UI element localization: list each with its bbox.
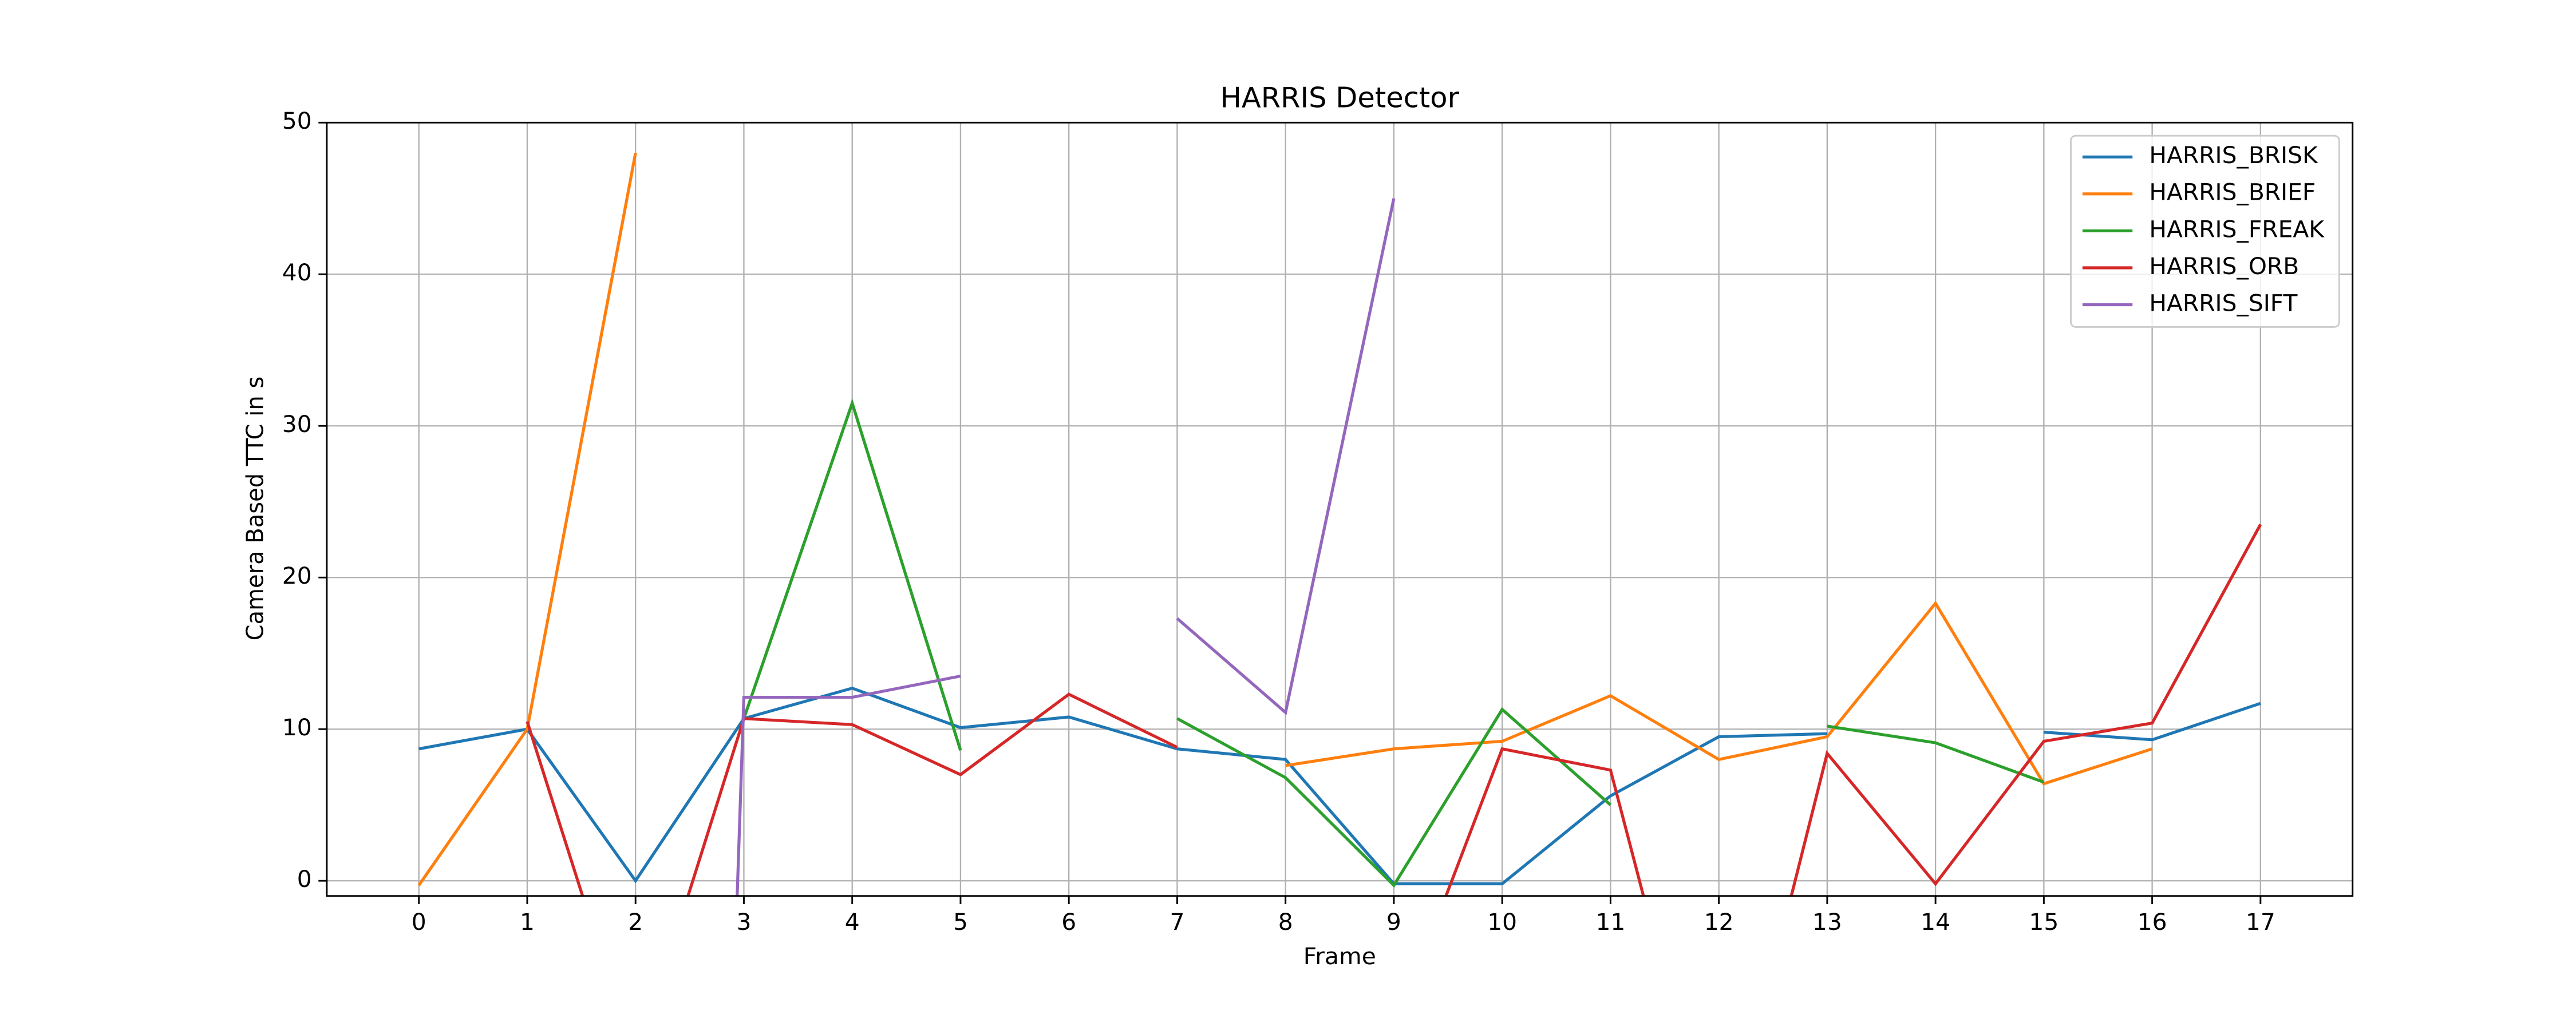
y-tick-label: 50 — [282, 108, 312, 135]
x-tick-label: 14 — [1921, 909, 1950, 936]
series-line — [417, 152, 637, 886]
series-line — [736, 674, 961, 896]
y-tick-label: 30 — [282, 411, 312, 438]
x-tick-label: 6 — [1061, 909, 1076, 936]
series-line — [1176, 198, 1396, 715]
x-tick-label: 8 — [1278, 909, 1293, 936]
x-axis-label: Frame — [1303, 944, 1376, 970]
x-tick-label: 15 — [2029, 909, 2059, 936]
x-tick-label: 11 — [1595, 909, 1625, 936]
x-tick-label: 17 — [2246, 909, 2275, 936]
x-tick-label: 10 — [1487, 909, 1517, 936]
x-tick-label: 5 — [953, 909, 968, 936]
series-line — [742, 398, 962, 751]
y-tick-label: 40 — [282, 260, 312, 287]
series-line — [1444, 524, 2262, 896]
legend-label: HARRIS_BRISK — [2149, 142, 2318, 169]
series-line — [526, 692, 1178, 896]
y-axis-label: Camera Based TTC in s — [242, 377, 268, 641]
x-tick-label: 16 — [2138, 909, 2167, 936]
legend-box — [2070, 134, 2340, 328]
x-tick-label: 1 — [520, 909, 535, 936]
legend-label: HARRIS_BRIEF — [2149, 179, 2316, 206]
x-tick-label: 3 — [736, 909, 751, 936]
legend-label: HARRIS_ORB — [2149, 253, 2299, 280]
x-tick-label: 2 — [628, 909, 643, 936]
legend: HARRIS_BRISK HARRIS_BRIEF HARRIS_FREAK HARR… — [2070, 134, 2340, 328]
chart-title: HARRIS Detector — [1220, 81, 1460, 114]
x-tick-label: 13 — [1812, 909, 1842, 936]
x-tick-label: 7 — [1170, 909, 1184, 936]
plot-frame — [326, 121, 2354, 897]
x-tick-label: 0 — [412, 909, 426, 936]
series-line — [1827, 724, 2045, 784]
x-tick-label: 4 — [845, 909, 860, 936]
legend-label: HARRIS_SIFT — [2149, 290, 2297, 317]
x-tick-label: 12 — [1704, 909, 1734, 936]
y-tick-label: 10 — [282, 714, 312, 741]
grid — [326, 122, 2353, 896]
x-tick-label: 9 — [1386, 909, 1401, 936]
y-tick-label: 20 — [282, 562, 312, 589]
series-line — [1176, 707, 1612, 888]
plot-lines — [417, 152, 2262, 896]
y-tick-label: 0 — [297, 866, 312, 893]
series-line — [1285, 600, 2153, 786]
legend-label: HARRIS_FREAK — [2149, 216, 2325, 243]
series-line — [418, 686, 1827, 886]
